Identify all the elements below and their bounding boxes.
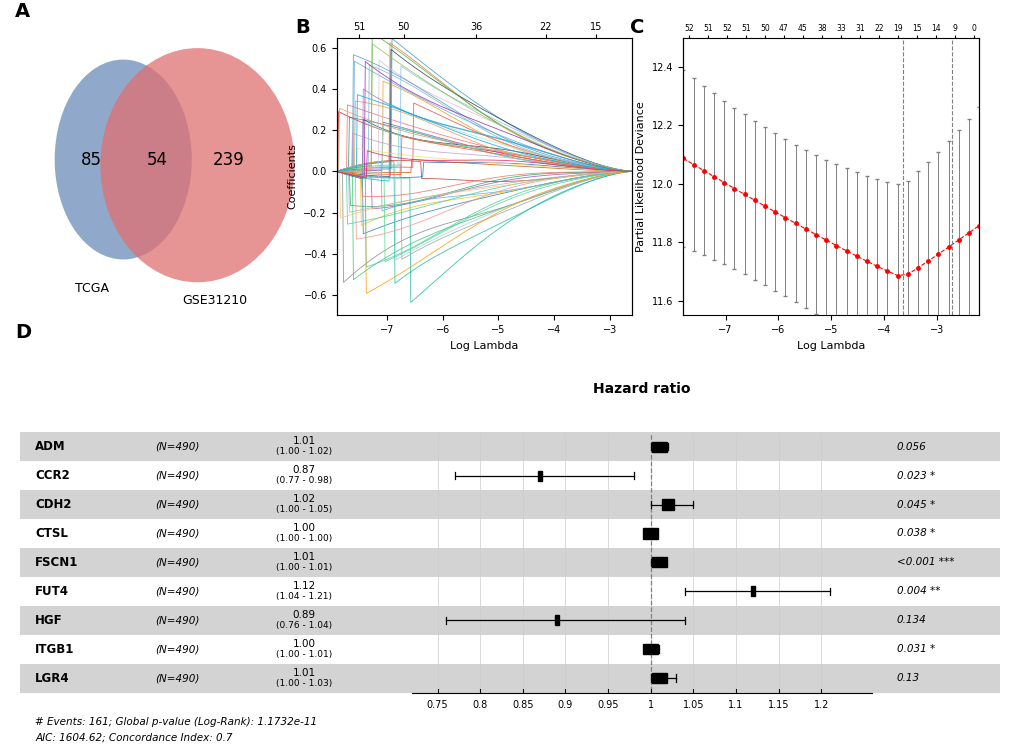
Bar <box>651 673 666 683</box>
Bar <box>651 557 666 568</box>
Text: 0.13: 0.13 <box>896 673 919 683</box>
Text: AIC: 1604.62; Concordance Index: 0.7: AIC: 1604.62; Concordance Index: 0.7 <box>35 733 232 743</box>
Text: (N=490): (N=490) <box>155 644 199 654</box>
Text: (1.00 - 1.03): (1.00 - 1.03) <box>276 679 332 688</box>
Text: FSCN1: FSCN1 <box>35 556 78 569</box>
Bar <box>20 548 999 577</box>
Text: FUT4: FUT4 <box>35 585 69 598</box>
Bar <box>651 442 666 452</box>
Text: 0.134: 0.134 <box>896 615 925 626</box>
Text: B: B <box>294 18 310 37</box>
Text: 0.85: 0.85 <box>512 700 533 710</box>
Text: 0.038 *: 0.038 * <box>896 529 934 538</box>
Text: 1.00: 1.00 <box>292 523 316 533</box>
Text: <0.001 ***: <0.001 *** <box>896 557 954 568</box>
Bar <box>20 490 999 519</box>
X-axis label: Log Lambda: Log Lambda <box>796 341 865 351</box>
Bar <box>20 433 999 461</box>
Text: (0.76 - 1.04): (0.76 - 1.04) <box>276 621 332 630</box>
Text: HGF: HGF <box>35 614 62 627</box>
Text: 0.045 *: 0.045 * <box>896 499 934 510</box>
Text: 0.75: 0.75 <box>426 700 448 710</box>
Bar <box>661 499 673 510</box>
Text: (N=490): (N=490) <box>155 615 199 626</box>
Text: CCR2: CCR2 <box>35 469 69 482</box>
Text: 1.2: 1.2 <box>813 700 828 710</box>
Bar <box>643 644 657 654</box>
Text: (N=490): (N=490) <box>155 471 199 481</box>
Text: 1.01: 1.01 <box>292 436 316 447</box>
Text: (0.77 - 0.98): (0.77 - 0.98) <box>276 476 332 485</box>
Text: ITGB1: ITGB1 <box>35 643 74 656</box>
Text: 85: 85 <box>82 150 102 168</box>
Text: 1.00: 1.00 <box>292 639 316 649</box>
Text: 0.89: 0.89 <box>292 610 316 620</box>
Text: (1.00 - 1.02): (1.00 - 1.02) <box>276 448 332 457</box>
Text: 0.95: 0.95 <box>597 700 619 710</box>
Text: (1.00 - 1.01): (1.00 - 1.01) <box>276 563 332 572</box>
Text: A: A <box>14 2 30 22</box>
Bar <box>20 519 999 548</box>
Text: 0.9: 0.9 <box>557 700 573 710</box>
Text: TCGA: TCGA <box>74 282 109 295</box>
Bar <box>20 461 999 490</box>
Text: 0.023 *: 0.023 * <box>896 471 934 481</box>
Text: (N=490): (N=490) <box>155 673 199 683</box>
Text: 0.031 *: 0.031 * <box>896 644 934 654</box>
Text: (N=490): (N=490) <box>155 499 199 510</box>
Text: 239: 239 <box>213 150 245 168</box>
Y-axis label: Partial Likelihood Deviance: Partial Likelihood Deviance <box>636 101 646 252</box>
Text: D: D <box>15 323 32 342</box>
Text: 1.02: 1.02 <box>292 494 316 505</box>
Text: 1.1: 1.1 <box>728 700 743 710</box>
Bar <box>20 635 999 664</box>
Bar <box>20 664 999 692</box>
Text: (N=490): (N=490) <box>155 442 199 451</box>
Bar <box>643 529 657 538</box>
Text: 0.004 **: 0.004 ** <box>896 587 940 596</box>
Text: (1.04 - 1.21): (1.04 - 1.21) <box>276 592 332 601</box>
Text: # Events: 161; Global p-value (Log-Rank): 1.1732e-11: # Events: 161; Global p-value (Log-Rank)… <box>35 717 317 727</box>
X-axis label: Log Lambda: Log Lambda <box>449 341 519 351</box>
Text: 1.01: 1.01 <box>292 552 316 562</box>
Text: 1: 1 <box>647 700 653 710</box>
Text: (N=490): (N=490) <box>155 557 199 568</box>
Text: (1.00 - 1.05): (1.00 - 1.05) <box>276 505 332 514</box>
Y-axis label: Coefficients: Coefficients <box>287 143 298 210</box>
Text: 1.01: 1.01 <box>292 668 316 678</box>
Text: CDH2: CDH2 <box>35 498 71 511</box>
Text: ADM: ADM <box>35 440 65 453</box>
Text: 0.8: 0.8 <box>472 700 487 710</box>
Text: 54: 54 <box>147 150 168 168</box>
Text: 0.056: 0.056 <box>896 442 925 451</box>
Text: (N=490): (N=490) <box>155 587 199 596</box>
Bar <box>20 606 999 635</box>
Text: LGR4: LGR4 <box>35 671 69 685</box>
Text: GSE31210: GSE31210 <box>181 294 247 306</box>
Bar <box>20 577 999 606</box>
Text: (1.00 - 1.01): (1.00 - 1.01) <box>276 650 332 659</box>
Text: CTSL: CTSL <box>35 527 68 540</box>
Text: (N=490): (N=490) <box>155 529 199 538</box>
Text: C: C <box>630 18 644 37</box>
Bar <box>537 471 541 481</box>
Ellipse shape <box>55 59 192 259</box>
Bar <box>750 587 754 596</box>
Text: 0.87: 0.87 <box>292 466 316 475</box>
Text: Hazard ratio: Hazard ratio <box>593 382 690 396</box>
Text: 1.05: 1.05 <box>682 700 703 710</box>
Text: 1.15: 1.15 <box>767 700 789 710</box>
Text: (1.00 - 1.00): (1.00 - 1.00) <box>276 534 332 543</box>
Text: 1.12: 1.12 <box>292 581 316 591</box>
Ellipse shape <box>100 48 294 282</box>
Bar <box>554 615 558 626</box>
